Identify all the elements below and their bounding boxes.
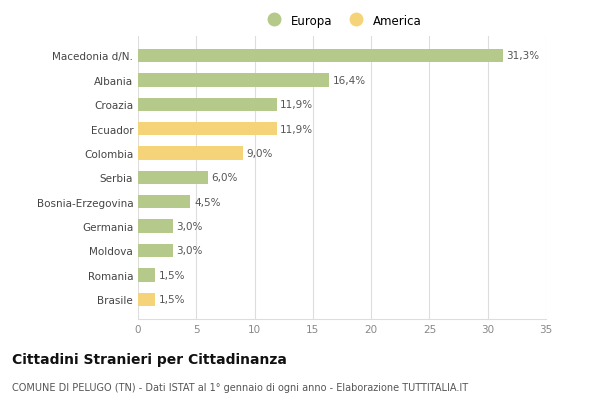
- Bar: [138, 147, 243, 160]
- Bar: [138, 171, 208, 184]
- Bar: [138, 268, 155, 282]
- Text: 1,5%: 1,5%: [159, 270, 185, 280]
- Text: Cittadini Stranieri per Cittadinanza: Cittadini Stranieri per Cittadinanza: [12, 352, 287, 366]
- Text: 1,5%: 1,5%: [159, 294, 185, 304]
- Text: 16,4%: 16,4%: [332, 76, 366, 85]
- Text: 6,0%: 6,0%: [211, 173, 238, 183]
- Bar: [138, 74, 329, 88]
- Bar: [138, 98, 277, 112]
- Bar: [138, 123, 277, 136]
- Bar: [138, 220, 173, 233]
- Bar: [138, 196, 190, 209]
- Bar: [138, 293, 155, 306]
- Text: 11,9%: 11,9%: [280, 100, 313, 110]
- Bar: [138, 244, 173, 258]
- Text: COMUNE DI PELUGO (TN) - Dati ISTAT al 1° gennaio di ogni anno - Elaborazione TUT: COMUNE DI PELUGO (TN) - Dati ISTAT al 1°…: [12, 382, 468, 392]
- Text: 11,9%: 11,9%: [280, 124, 313, 134]
- Text: 3,0%: 3,0%: [176, 222, 203, 231]
- Bar: [138, 49, 503, 63]
- Text: 31,3%: 31,3%: [506, 52, 539, 61]
- Text: 3,0%: 3,0%: [176, 246, 203, 256]
- Text: 9,0%: 9,0%: [247, 148, 273, 159]
- Text: 4,5%: 4,5%: [194, 197, 220, 207]
- Legend: Europa, America: Europa, America: [263, 14, 421, 27]
